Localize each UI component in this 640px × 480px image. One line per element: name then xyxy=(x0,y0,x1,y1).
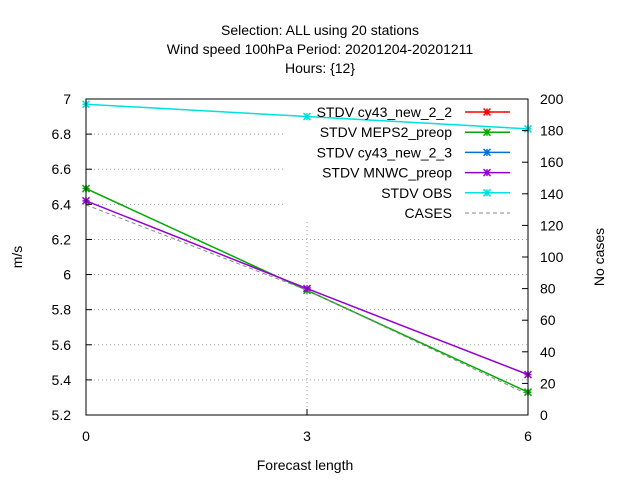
x-axis-label: Forecast length xyxy=(257,457,354,473)
y2-tick-label: 0 xyxy=(540,407,548,423)
legend-marker xyxy=(482,128,492,137)
y2-tick-label: 180 xyxy=(540,123,564,139)
legend-label: STDV OBS xyxy=(381,185,452,201)
series-line-5 xyxy=(85,204,529,395)
x-tick-label: 3 xyxy=(303,428,311,444)
y-tick-label: 6.8 xyxy=(52,126,72,142)
y2-axis-label: No cases xyxy=(591,228,607,286)
plot-border xyxy=(85,98,529,416)
y2-tick-label: 100 xyxy=(540,249,564,265)
title-line-2: Wind speed 100hPa Period: 20201204-20201… xyxy=(167,41,474,57)
axis-ticks: 5.25.45.65.866.26.46.66.8702040608010012… xyxy=(52,91,564,444)
y2-tick-label: 120 xyxy=(540,217,564,233)
y-tick-label: 5.2 xyxy=(52,407,72,423)
legend-label: STDV cy43_new_2_3 xyxy=(317,144,453,160)
y2-tick-label: 160 xyxy=(540,154,564,170)
legend-marker xyxy=(482,107,492,117)
y2-tick-label: 20 xyxy=(540,375,556,391)
series-lines xyxy=(81,100,533,397)
y2-tick-label: 200 xyxy=(540,91,564,107)
y-tick-label: 6.2 xyxy=(52,231,72,247)
y-tick-label: 5.6 xyxy=(52,337,72,353)
legend-label: STDV MEPS2_preop xyxy=(320,124,452,140)
y2-tick-label: 140 xyxy=(540,186,564,202)
y-tick-label: 5.4 xyxy=(52,372,72,388)
chart-title: Selection: ALL using 20 stations Wind spe… xyxy=(167,22,474,76)
legend-label: CASES xyxy=(405,205,452,221)
legend: STDV cy43_new_2_2 STDV MEPS2_preop STDV cy… xyxy=(317,104,510,221)
legend-label: STDV cy43_new_2_2 xyxy=(317,104,453,120)
legend-marker xyxy=(482,148,492,157)
title-line-3: Hours: {12} xyxy=(285,60,355,76)
y-axis-label: m/s xyxy=(9,246,25,269)
y-tick-label: 6.6 xyxy=(52,161,72,177)
x-tick-label: 0 xyxy=(82,428,90,444)
y-tick-label: 7 xyxy=(63,91,71,107)
grid-lines xyxy=(86,133,528,415)
legend-label: STDV MNWC_preop xyxy=(322,165,452,181)
y2-tick-label: 60 xyxy=(540,312,556,328)
series-point-4 xyxy=(302,112,312,121)
y2-tick-label: 80 xyxy=(540,281,556,297)
y-tick-label: 6 xyxy=(63,267,71,283)
y2-tick-label: 40 xyxy=(540,344,556,360)
legend-marker xyxy=(482,168,492,177)
legend-marker xyxy=(482,188,492,197)
y-tick-label: 6.4 xyxy=(52,196,72,212)
title-line-1: Selection: ALL using 20 stations xyxy=(221,22,419,38)
x-tick-label: 6 xyxy=(524,428,532,444)
y-tick-label: 5.8 xyxy=(52,302,72,318)
